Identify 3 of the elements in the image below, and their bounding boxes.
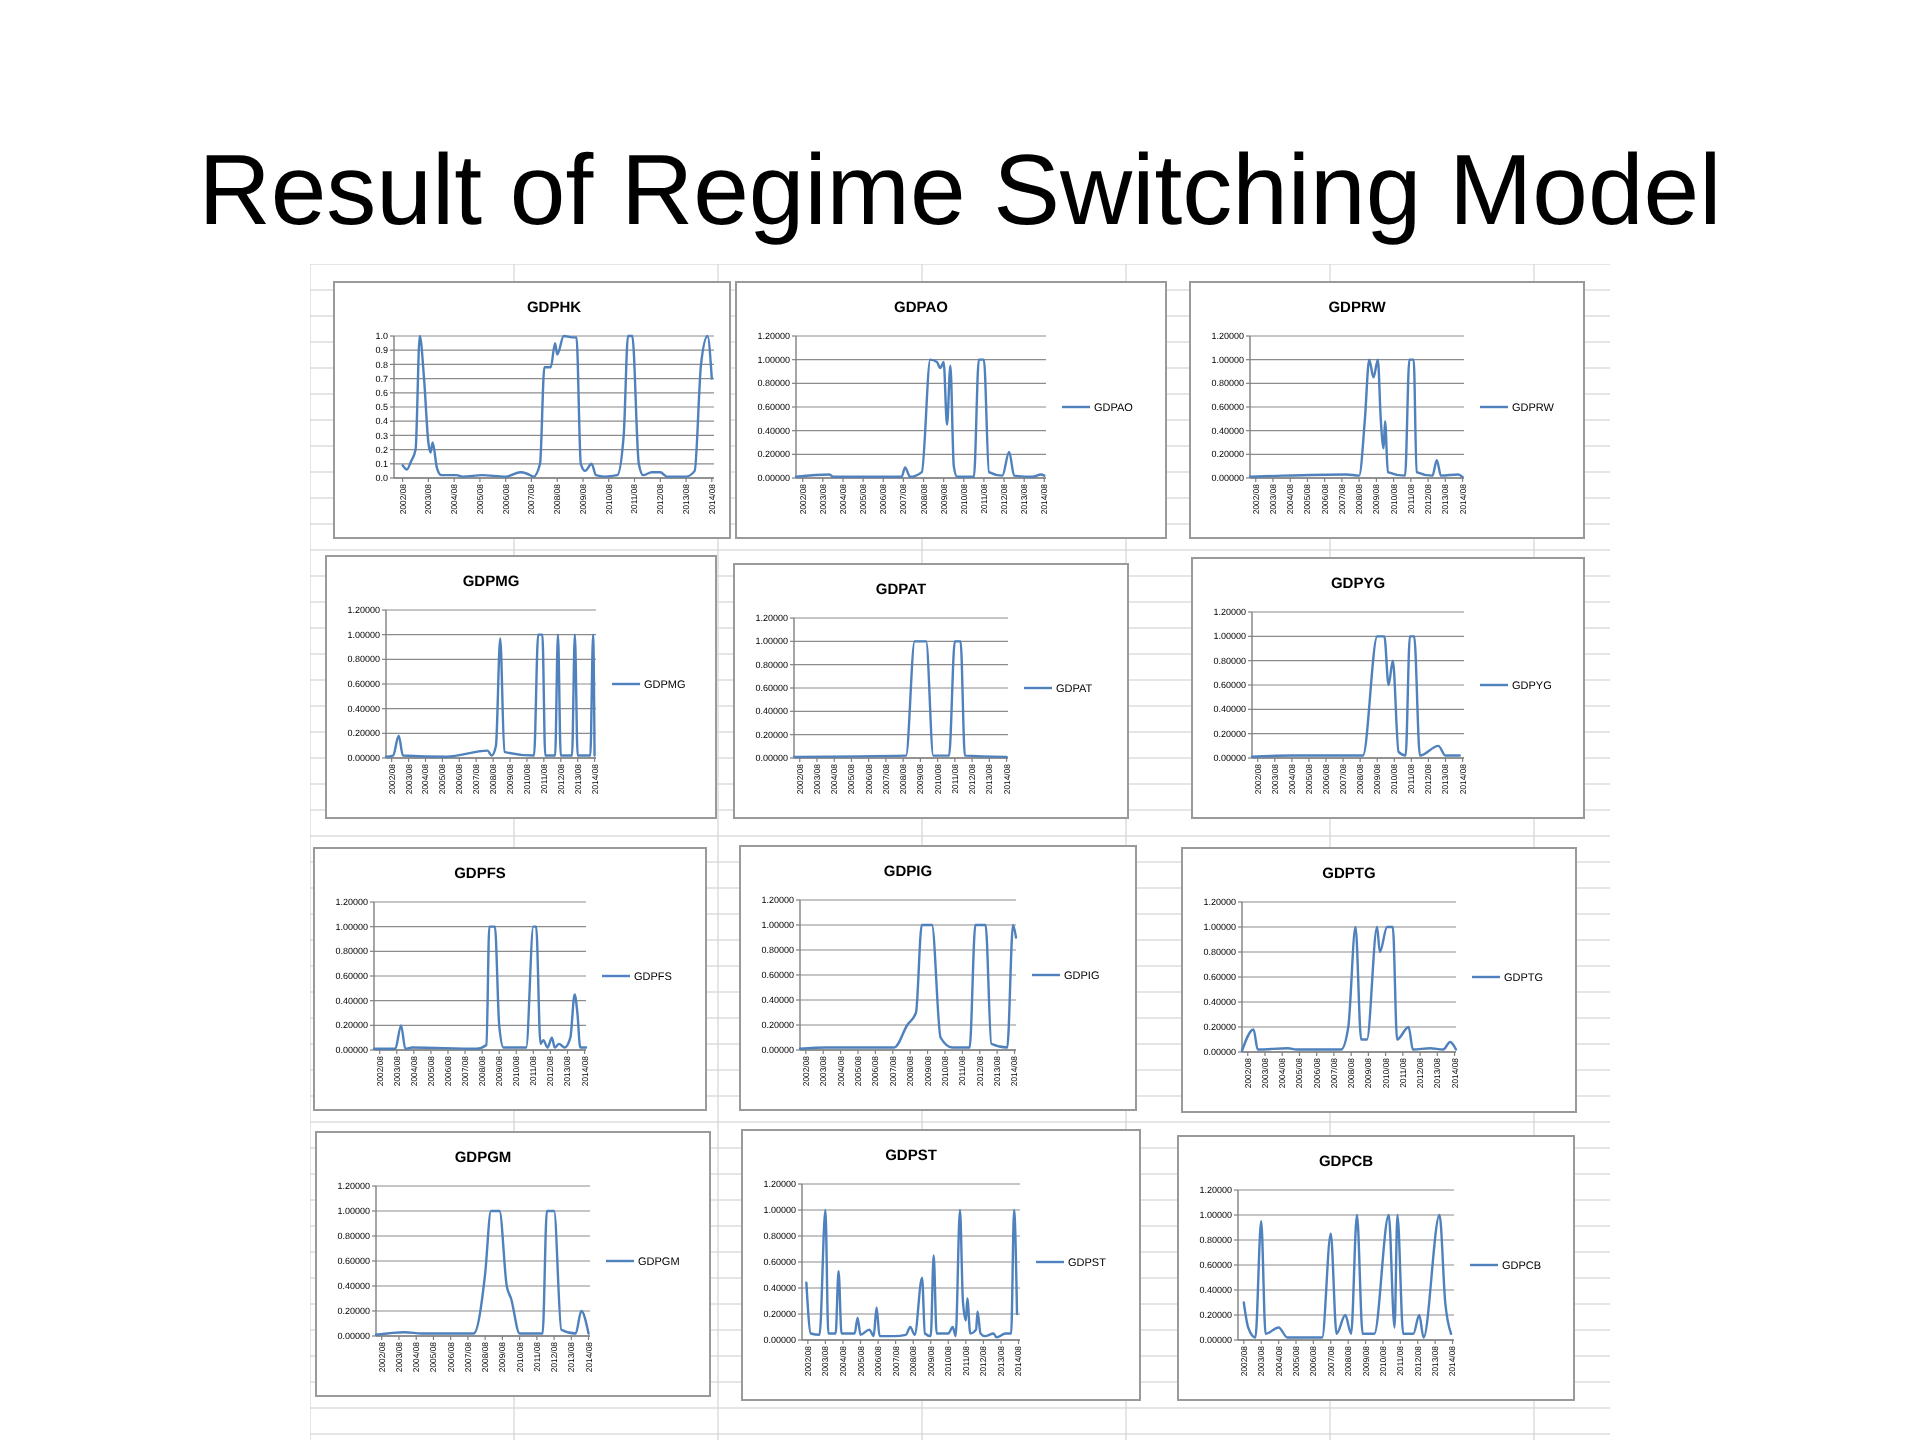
text: Result of Regime Switching Model: [198, 134, 1722, 246]
line-series: [401, 334, 714, 478]
line-series: [1242, 1213, 1453, 1339]
